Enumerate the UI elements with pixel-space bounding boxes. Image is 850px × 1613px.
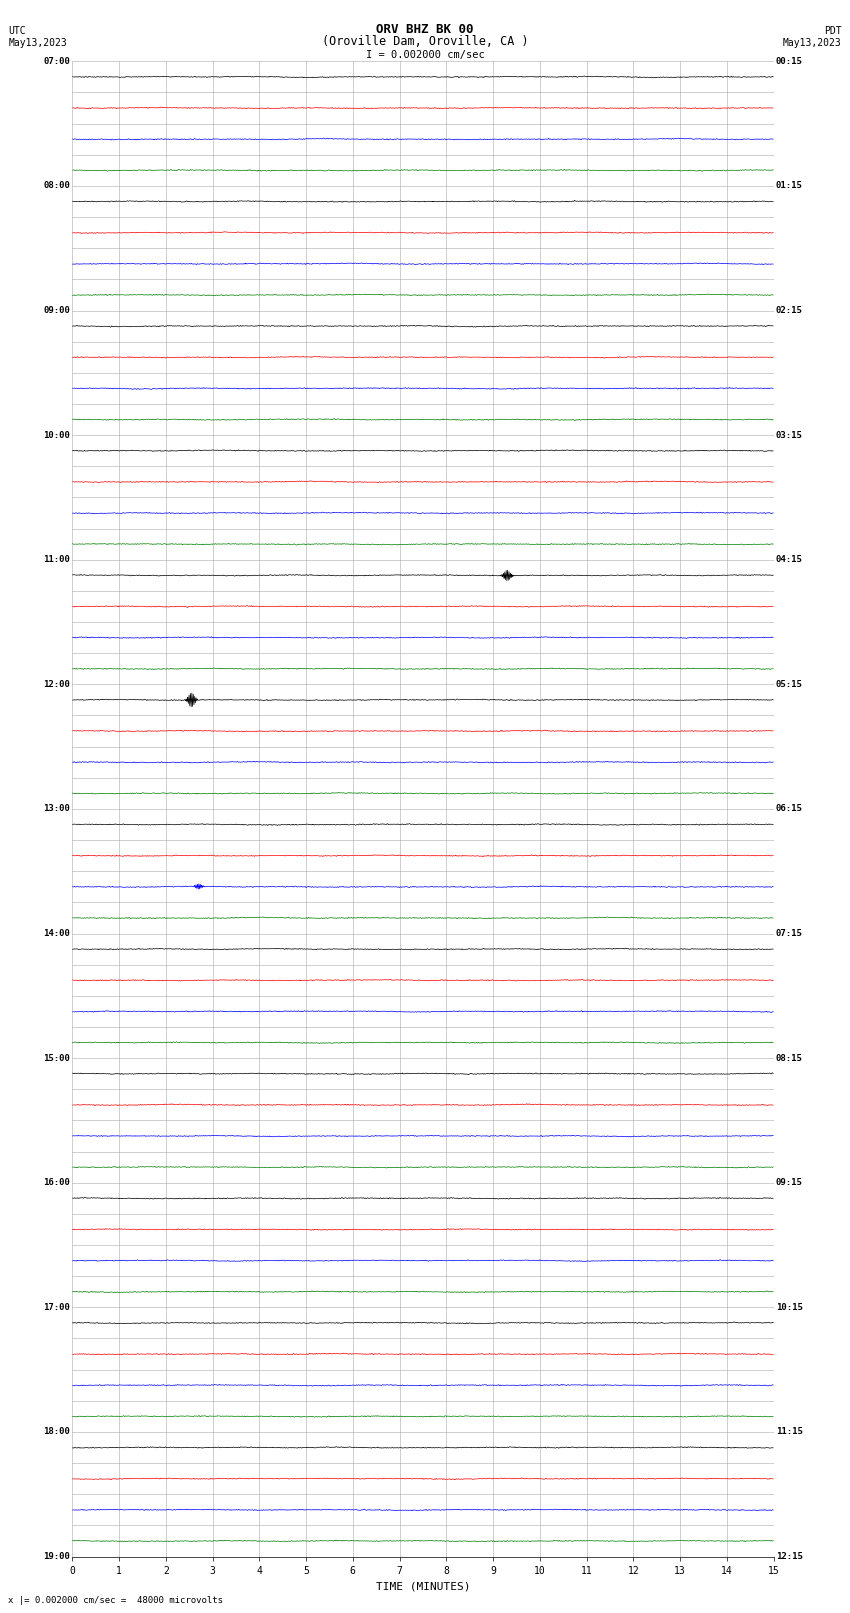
Text: May13,2023: May13,2023 [783,39,842,48]
Text: 19:00: 19:00 [43,1552,70,1561]
Text: 01:15: 01:15 [776,181,802,190]
Text: 00:15: 00:15 [776,56,802,66]
Text: 17:00: 17:00 [43,1303,70,1311]
Text: 11:15: 11:15 [776,1428,802,1437]
Text: PDT: PDT [824,26,842,37]
Text: 10:15: 10:15 [776,1303,802,1311]
Text: 12:00: 12:00 [43,679,70,689]
Text: 04:15: 04:15 [776,555,802,565]
Text: 16:00: 16:00 [43,1177,70,1187]
Text: UTC: UTC [8,26,26,37]
Text: 11:00: 11:00 [43,555,70,565]
Text: May13,2023: May13,2023 [8,39,67,48]
Text: 07:15: 07:15 [776,929,802,939]
Text: 06:15: 06:15 [776,805,802,813]
Text: (Oroville Dam, Oroville, CA ): (Oroville Dam, Oroville, CA ) [321,35,529,48]
Text: 14:00: 14:00 [43,929,70,939]
Text: I = 0.002000 cm/sec: I = 0.002000 cm/sec [366,50,484,60]
Text: 09:15: 09:15 [776,1177,802,1187]
Text: 13:00: 13:00 [43,805,70,813]
X-axis label: TIME (MINUTES): TIME (MINUTES) [376,1581,470,1590]
Text: 10:00: 10:00 [43,431,70,440]
Text: x |= 0.002000 cm/sec =  48000 microvolts: x |= 0.002000 cm/sec = 48000 microvolts [8,1595,224,1605]
Text: 08:00: 08:00 [43,181,70,190]
Text: 09:00: 09:00 [43,306,70,315]
Text: 15:00: 15:00 [43,1053,70,1063]
Text: ORV BHZ BK 00: ORV BHZ BK 00 [377,23,473,37]
Text: 05:15: 05:15 [776,679,802,689]
Text: 08:15: 08:15 [776,1053,802,1063]
Text: 07:00: 07:00 [43,56,70,66]
Text: 18:00: 18:00 [43,1428,70,1437]
Text: 03:15: 03:15 [776,431,802,440]
Text: 12:15: 12:15 [776,1552,802,1561]
Text: 02:15: 02:15 [776,306,802,315]
